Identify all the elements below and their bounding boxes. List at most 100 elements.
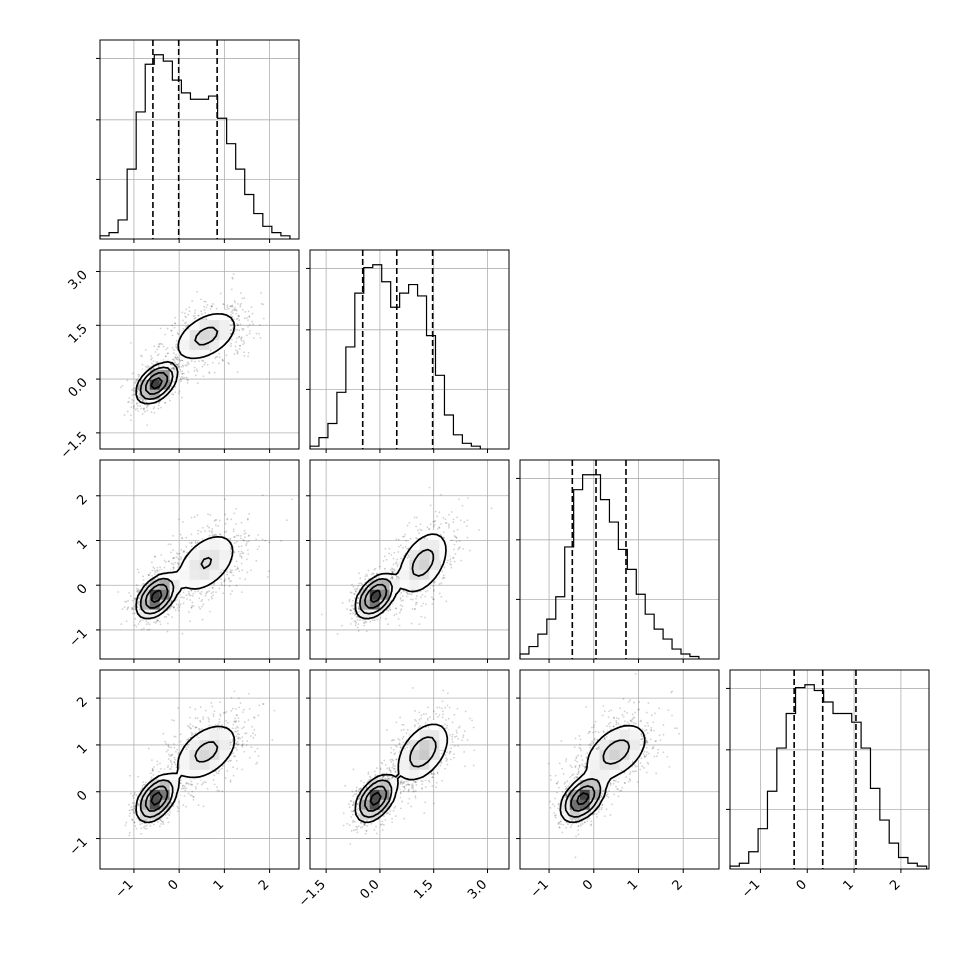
point	[121, 608, 124, 611]
point	[202, 359, 205, 362]
point	[236, 317, 239, 320]
point	[241, 744, 244, 747]
point	[257, 754, 260, 757]
point	[233, 318, 235, 321]
point	[194, 540, 197, 543]
point	[133, 802, 136, 804]
point	[235, 720, 238, 722]
point	[220, 727, 223, 730]
point	[169, 543, 172, 546]
point	[396, 565, 399, 568]
point	[174, 316, 177, 319]
point	[202, 805, 205, 808]
point	[232, 530, 235, 533]
point	[391, 577, 394, 580]
point	[178, 552, 181, 555]
point	[398, 545, 400, 548]
point	[174, 750, 177, 753]
point	[403, 590, 405, 592]
point	[400, 591, 403, 594]
point	[354, 613, 357, 616]
point	[285, 519, 288, 522]
point	[203, 780, 206, 783]
point	[241, 736, 244, 739]
point	[439, 563, 442, 566]
point	[417, 529, 419, 532]
point	[147, 573, 150, 576]
point	[131, 608, 133, 611]
point	[410, 593, 413, 596]
point	[356, 602, 358, 604]
point	[185, 594, 188, 597]
point	[348, 600, 351, 603]
point	[230, 338, 233, 341]
point	[415, 595, 418, 598]
point	[398, 577, 400, 580]
point	[192, 592, 195, 595]
point	[179, 733, 182, 736]
point	[237, 736, 240, 739]
point	[237, 720, 240, 723]
point	[144, 365, 147, 368]
point	[177, 566, 180, 569]
point	[235, 540, 238, 543]
point	[174, 356, 177, 358]
point	[166, 622, 169, 625]
point	[354, 613, 357, 615]
point	[242, 343, 244, 346]
point	[136, 606, 139, 608]
point	[173, 326, 176, 329]
point	[391, 575, 394, 578]
point	[153, 345, 156, 348]
point	[215, 307, 218, 310]
point	[171, 616, 173, 618]
point	[237, 743, 239, 746]
point	[131, 612, 134, 615]
point	[188, 611, 190, 613]
point	[151, 357, 153, 360]
point	[427, 528, 430, 531]
point	[157, 770, 160, 773]
point	[121, 384, 124, 387]
point	[177, 609, 180, 612]
point	[136, 568, 139, 571]
point	[433, 581, 436, 584]
point	[252, 323, 255, 326]
point	[159, 342, 162, 345]
point	[240, 550, 243, 553]
point	[214, 533, 217, 536]
point	[131, 389, 133, 391]
point	[195, 374, 197, 377]
point	[181, 375, 183, 378]
point	[194, 708, 197, 711]
point	[230, 580, 232, 582]
point	[157, 404, 160, 407]
point	[185, 545, 188, 548]
point	[129, 812, 131, 815]
point	[231, 727, 234, 730]
point	[160, 554, 163, 556]
point	[167, 560, 170, 563]
point	[478, 529, 481, 531]
point	[402, 589, 405, 592]
point	[175, 343, 178, 346]
point	[243, 297, 246, 300]
point	[248, 512, 251, 515]
point	[139, 619, 142, 622]
point	[158, 620, 161, 623]
point	[198, 597, 201, 600]
point	[238, 545, 240, 548]
point	[248, 332, 251, 335]
point	[240, 562, 243, 565]
point	[462, 547, 465, 550]
point	[200, 530, 202, 533]
point	[243, 539, 246, 542]
point	[244, 310, 247, 313]
point	[446, 561, 449, 564]
point	[137, 571, 140, 574]
point	[194, 360, 196, 363]
point	[197, 533, 200, 535]
point	[156, 566, 159, 569]
point	[247, 553, 250, 555]
